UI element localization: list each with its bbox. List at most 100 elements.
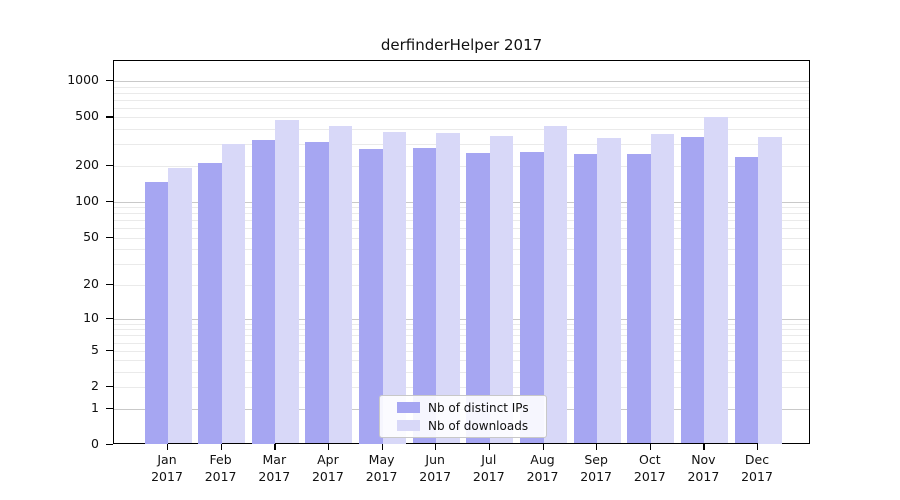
bar-downloads-jul	[489, 136, 514, 444]
x-tick-label: Nov 2017	[671, 452, 735, 485]
x-tick-year: 2017	[633, 468, 666, 484]
gridline	[114, 144, 809, 146]
x-tick-label: Mar 2017	[242, 452, 306, 485]
x-tick-label: Aug 2017	[511, 452, 575, 485]
x-tick	[542, 444, 544, 450]
gridline	[114, 323, 809, 325]
x-tick-label: Apr 2017	[296, 452, 360, 485]
x-tick-year: 2017	[365, 468, 398, 484]
y-tick	[106, 200, 113, 203]
gridline	[114, 318, 809, 320]
x-tick-label: Jun 2017	[403, 452, 467, 485]
x-tick-label: May 2017	[350, 452, 414, 485]
y-tick	[106, 317, 113, 319]
gridline	[114, 342, 809, 344]
gridline	[114, 129, 809, 131]
y-tick	[106, 79, 113, 82]
bar-downloads-apr	[328, 125, 353, 444]
bar-distinct-ips-jul	[466, 152, 490, 444]
bar-downloads-feb	[221, 144, 246, 444]
x-tick-year: 2017	[151, 468, 183, 484]
gridline	[114, 80, 809, 82]
bar-downloads-dec	[758, 136, 782, 444]
bar-distinct-ips-aug	[520, 151, 544, 444]
gridline	[114, 350, 809, 352]
y-tick	[106, 407, 113, 409]
x-tick-year: 2017	[472, 468, 505, 484]
x-tick-label: Jan 2017	[135, 452, 199, 485]
x-tick-year: 2017	[687, 468, 720, 484]
y-tick	[106, 349, 113, 351]
bar-distinct-ips-may	[359, 149, 383, 444]
x-tick-month: Aug	[530, 452, 555, 467]
x-tick-month: Jun	[425, 452, 445, 467]
y-tick-label: 0	[91, 436, 99, 451]
x-tick	[488, 444, 491, 450]
y-tick	[106, 164, 113, 166]
y-tick-label: 500	[75, 108, 99, 124]
y-tick-label: 50	[83, 228, 99, 244]
y-tick-label: 10	[83, 309, 99, 325]
y-tick-label: 20	[83, 275, 99, 291]
x-tick-label: Oct 2017	[618, 452, 682, 485]
x-tick-year: 2017	[526, 468, 559, 484]
bar-downloads-sep	[597, 137, 621, 444]
bar-distinct-ips-jan	[144, 182, 168, 444]
legend-item-downloads: Nb of downloads	[380, 417, 546, 434]
x-tick-month: Jan	[157, 452, 177, 467]
gridline	[114, 86, 809, 88]
x-tick-month: Apr	[317, 452, 339, 467]
gridline	[114, 284, 809, 286]
gridline	[114, 228, 809, 230]
x-tick	[274, 444, 276, 450]
x-tick-label: Sep 2017	[564, 452, 628, 485]
bar-distinct-ips-mar	[251, 140, 276, 444]
gridline	[114, 107, 809, 109]
x-tick-year: 2017	[311, 468, 344, 484]
x-tick-month: Oct	[638, 452, 661, 467]
gridline	[114, 99, 809, 101]
x-tick-year: 2017	[258, 468, 291, 484]
y-tick	[106, 386, 113, 388]
gridline	[114, 220, 809, 222]
y-tick-label: 100	[75, 192, 99, 208]
y-tick-label: 200	[75, 156, 99, 172]
chart-title: derfinderHelper 2017	[380, 36, 543, 54]
y-tick	[106, 444, 113, 446]
bar-downloads-nov	[704, 117, 728, 444]
x-tick-year: 2017	[741, 468, 773, 484]
x-tick-month: Feb	[209, 452, 232, 467]
x-tick-month: Sep	[584, 452, 608, 467]
legend-swatch-distinct-ips-icon	[397, 402, 420, 413]
gridline	[114, 371, 809, 373]
bar-distinct-ips-apr	[305, 141, 329, 444]
gridline	[114, 117, 809, 119]
bar-distinct-ips-nov	[680, 136, 705, 444]
x-tick	[703, 444, 705, 450]
legend-swatch-downloads-icon	[397, 420, 420, 431]
bar-downloads-jan	[168, 168, 192, 444]
x-tick-label: Dec 2017	[725, 452, 789, 485]
bar-distinct-ips-dec	[734, 157, 758, 444]
gridline	[114, 92, 809, 94]
bar-downloads-aug	[543, 125, 567, 444]
y-tick	[106, 283, 113, 285]
legend-label-downloads: Nb of downloads	[428, 418, 529, 433]
x-tick-month: Dec	[744, 452, 770, 467]
bar-distinct-ips-sep	[573, 153, 598, 444]
gridline	[114, 387, 809, 389]
bar-distinct-ips-feb	[198, 163, 222, 444]
gridline	[114, 165, 809, 167]
bar-downloads-jun	[436, 132, 460, 444]
x-tick	[649, 444, 652, 450]
x-tick-year: 2017	[419, 468, 452, 484]
x-tick-label: Jul 2017	[457, 452, 521, 485]
x-tick-month: Mar	[262, 452, 287, 467]
gridline	[114, 249, 809, 251]
x-tick	[220, 444, 222, 450]
gridline	[114, 360, 809, 362]
x-tick	[757, 444, 759, 450]
x-tick-month: Jul	[481, 452, 497, 467]
bar-downloads-mar	[275, 119, 299, 444]
bar-downloads-oct	[650, 133, 675, 444]
